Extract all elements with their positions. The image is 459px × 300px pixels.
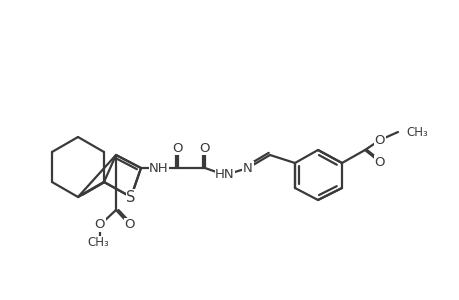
Text: CH₃: CH₃	[87, 236, 109, 250]
Text: O: O	[173, 142, 183, 154]
Text: O: O	[199, 142, 210, 154]
Text: CH₃: CH₃	[405, 125, 427, 139]
Text: O: O	[374, 155, 385, 169]
Text: O: O	[124, 218, 135, 232]
Text: O: O	[374, 134, 385, 146]
Text: O: O	[95, 218, 105, 232]
Text: HN: HN	[215, 169, 234, 182]
Text: NH: NH	[149, 161, 168, 175]
Text: S: S	[126, 190, 135, 205]
Text: N: N	[243, 161, 252, 175]
